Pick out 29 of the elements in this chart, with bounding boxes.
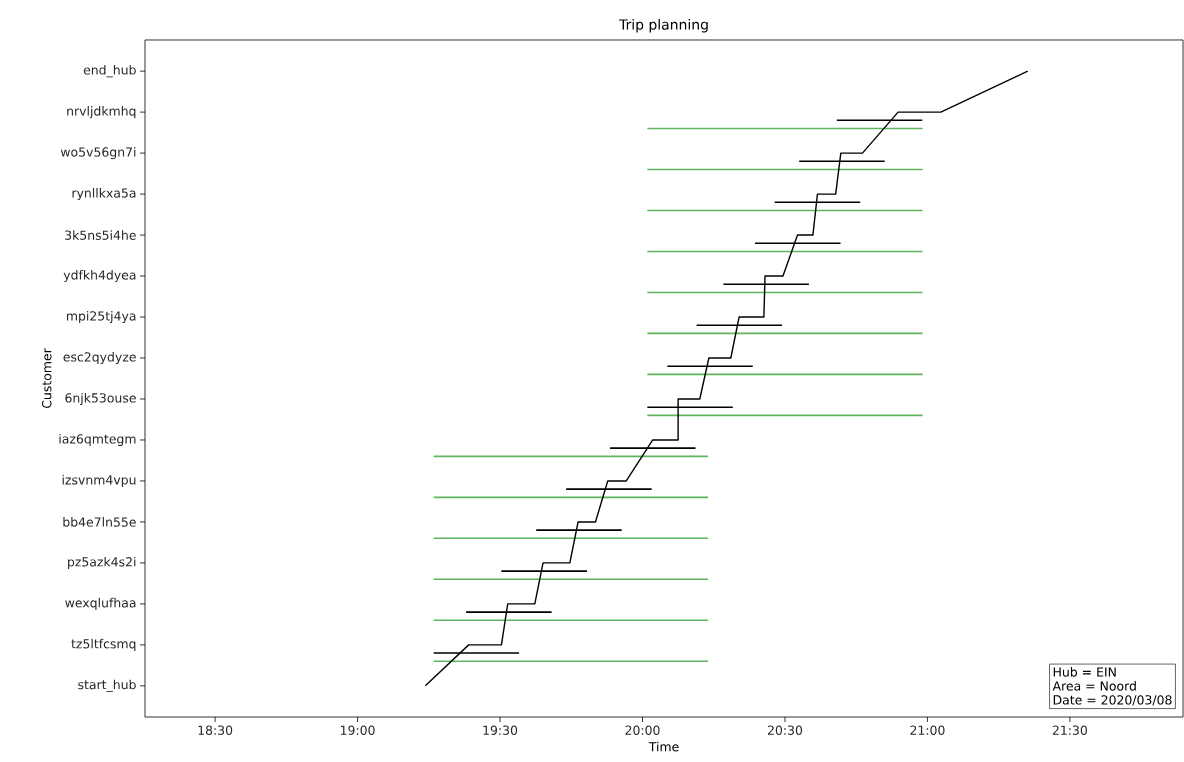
annotation: Area = Noord [1052, 681, 1136, 691]
y-axis-title: Customer [42, 348, 52, 409]
y-tick-label: 3k5ns5i4he [65, 230, 136, 240]
y-tick-label: esc2qydyze [63, 351, 136, 365]
y-tick-label: rynllkxa5a [72, 188, 136, 201]
y-tick-label: start_hub [78, 679, 136, 693]
annotation: Date = 2020/03/08 [1053, 695, 1172, 706]
y-tick-label: wexqlufhaa [65, 597, 136, 610]
y-tick-label: tz5ltfcsmq [71, 638, 136, 651]
x-tick-label: 19:30 [483, 725, 518, 735]
y-tick-label: mpi25tj4ya [67, 310, 136, 324]
x-tick-label: 20:00 [625, 725, 660, 735]
x-tick-label: 21:30 [1052, 725, 1088, 735]
x-tick-label: 19:00 [340, 725, 375, 735]
x-axis-title: Time [648, 741, 679, 752]
annotation: Hub = EIN [1053, 667, 1116, 677]
chart-title: Trip planning [619, 19, 708, 33]
x-tick-label: 20:30 [767, 725, 803, 735]
y-tick-label: ydfkh4dyea [63, 270, 136, 283]
x-tick-label: 18:30 [198, 725, 233, 735]
y-tick-label: iaz6qmtegm [59, 433, 136, 446]
y-tick-label: wo5v56gn7i [60, 147, 136, 160]
y-tick-label: izsvnm4vpu [62, 474, 136, 487]
x-tick-label: 21:00 [910, 725, 945, 735]
y-tick-label: end_hub [83, 64, 136, 78]
y-tick-label: bb4e7ln55e [63, 517, 136, 527]
y-tick-label: pz5azk4s2i [68, 556, 136, 569]
y-tick-label: nrvljdkmhq [67, 106, 136, 119]
y-tick-label: 6njk53ouse [65, 392, 136, 406]
